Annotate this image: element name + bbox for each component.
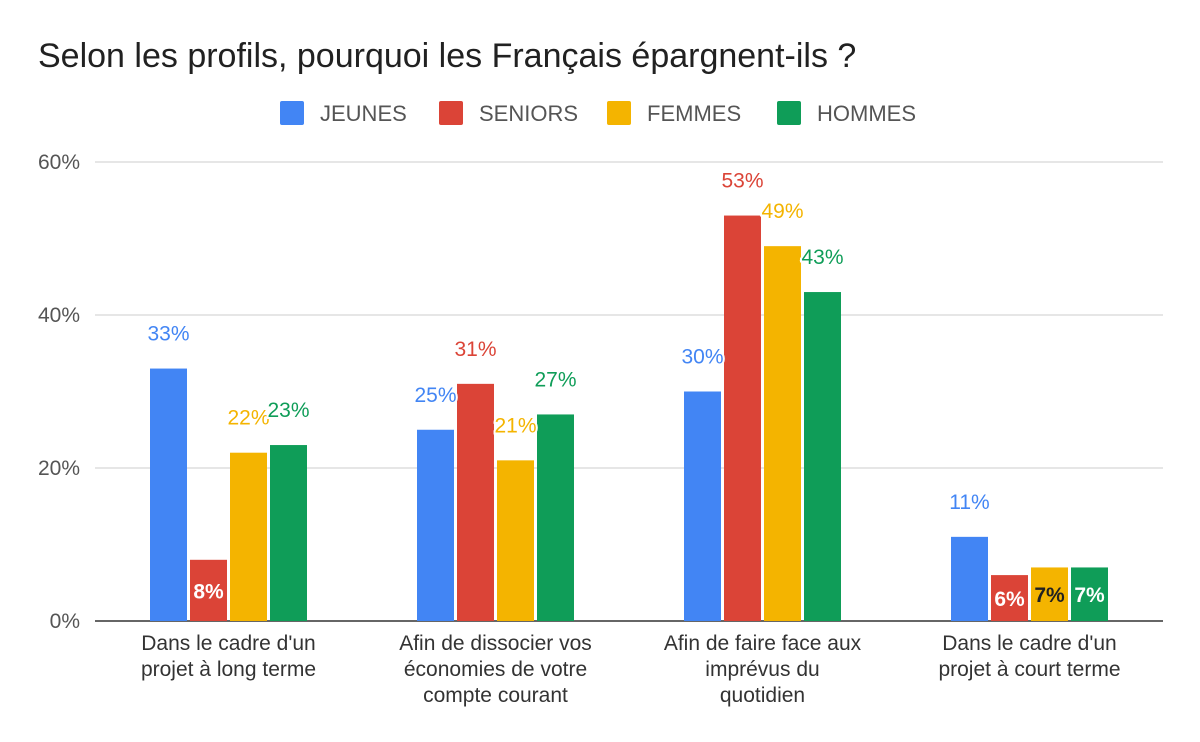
legend-swatch	[280, 101, 304, 125]
category-label: Dans le cadre d'un projet à long terme	[141, 632, 316, 681]
category-label-line: projet à court terme	[938, 658, 1120, 681]
legend-swatch	[777, 101, 801, 125]
bar-jeunes	[417, 429, 454, 621]
legend-label: JEUNES	[320, 101, 407, 126]
bar-hommes	[270, 445, 307, 621]
y-tick-label: 40%	[38, 304, 80, 327]
data-label: 7%	[1034, 584, 1065, 607]
data-label: 25%	[414, 384, 456, 407]
bar-femmes	[497, 460, 534, 621]
category-label-line: quotidien	[720, 684, 805, 707]
data-label: 21%	[494, 414, 536, 437]
y-tick-label: 20%	[38, 457, 80, 480]
chart-title: Selon les profils, pourquoi les Français…	[38, 37, 856, 75]
category-label-line: économies de votre	[404, 658, 587, 681]
data-label: 53%	[721, 170, 763, 193]
category-label-line: Afin de dissocier vos	[399, 632, 592, 655]
y-tick-label: 60%	[38, 151, 80, 174]
bar-femmes	[230, 452, 267, 621]
category-label: Afin de faire face aux imprévus du quotidi…	[664, 632, 862, 707]
bar-hommes	[1071, 567, 1108, 621]
category-label-line: Afin de faire face aux	[664, 632, 862, 655]
bar-femmes	[764, 246, 801, 621]
data-label: 30%	[681, 346, 723, 369]
x-axis: Dans le cadre d'un projet à long terme Afi…	[141, 632, 1121, 707]
data-label: 27%	[534, 368, 576, 391]
data-label: 33%	[147, 323, 189, 346]
category-label: Dans le cadre d'un projet à court terme	[938, 632, 1120, 681]
bars	[150, 215, 1108, 622]
category-label-line: Dans le cadre d'un	[942, 632, 1116, 655]
bar-jeunes	[150, 368, 187, 621]
data-labels: 33% 8% 22%23% 25% 31% 21% 27% 30% 53% 49% 43% 11% 6%…	[145, 168, 1105, 611]
bar-hommes	[804, 292, 841, 621]
bar-seniors	[190, 559, 227, 621]
bar-femmes	[1031, 567, 1068, 621]
bar-seniors	[991, 575, 1028, 621]
category-label: Afin de dissocier vos économies de votre c…	[399, 632, 592, 707]
category-label-line: Dans le cadre d'un	[141, 632, 315, 655]
data-label: 7%	[1074, 584, 1105, 607]
category-label-line: projet à long terme	[141, 658, 316, 681]
data-label: 31%	[454, 338, 496, 361]
category-label-line: compte courant	[423, 684, 568, 707]
data-label: 8%	[193, 580, 224, 603]
bar-hommes	[537, 414, 574, 621]
y-tick-label: 0%	[50, 610, 80, 633]
data-label: 11%	[949, 491, 989, 514]
bar-seniors	[457, 383, 494, 621]
bar-jeunes	[684, 391, 721, 621]
y-axis: 0% 20% 40% 60%	[38, 151, 80, 633]
data-label: 23%	[267, 399, 309, 422]
data-label: 6%	[994, 588, 1025, 611]
data-label: 49%	[761, 200, 803, 223]
data-label: 43%	[801, 246, 843, 269]
bar-jeunes	[951, 536, 988, 621]
legend-label: HOMMES	[817, 101, 916, 126]
category-label-line: imprévus du	[705, 658, 819, 681]
legend-label: FEMMES	[647, 101, 741, 126]
legend-swatch	[439, 101, 463, 125]
legend-label: SENIORS	[479, 101, 578, 126]
legend: JEUNES SENIORS FEMMES HOMMES	[280, 101, 916, 126]
data-label: 22%	[227, 407, 269, 430]
legend-swatch	[607, 101, 631, 125]
bar-seniors	[724, 215, 761, 622]
